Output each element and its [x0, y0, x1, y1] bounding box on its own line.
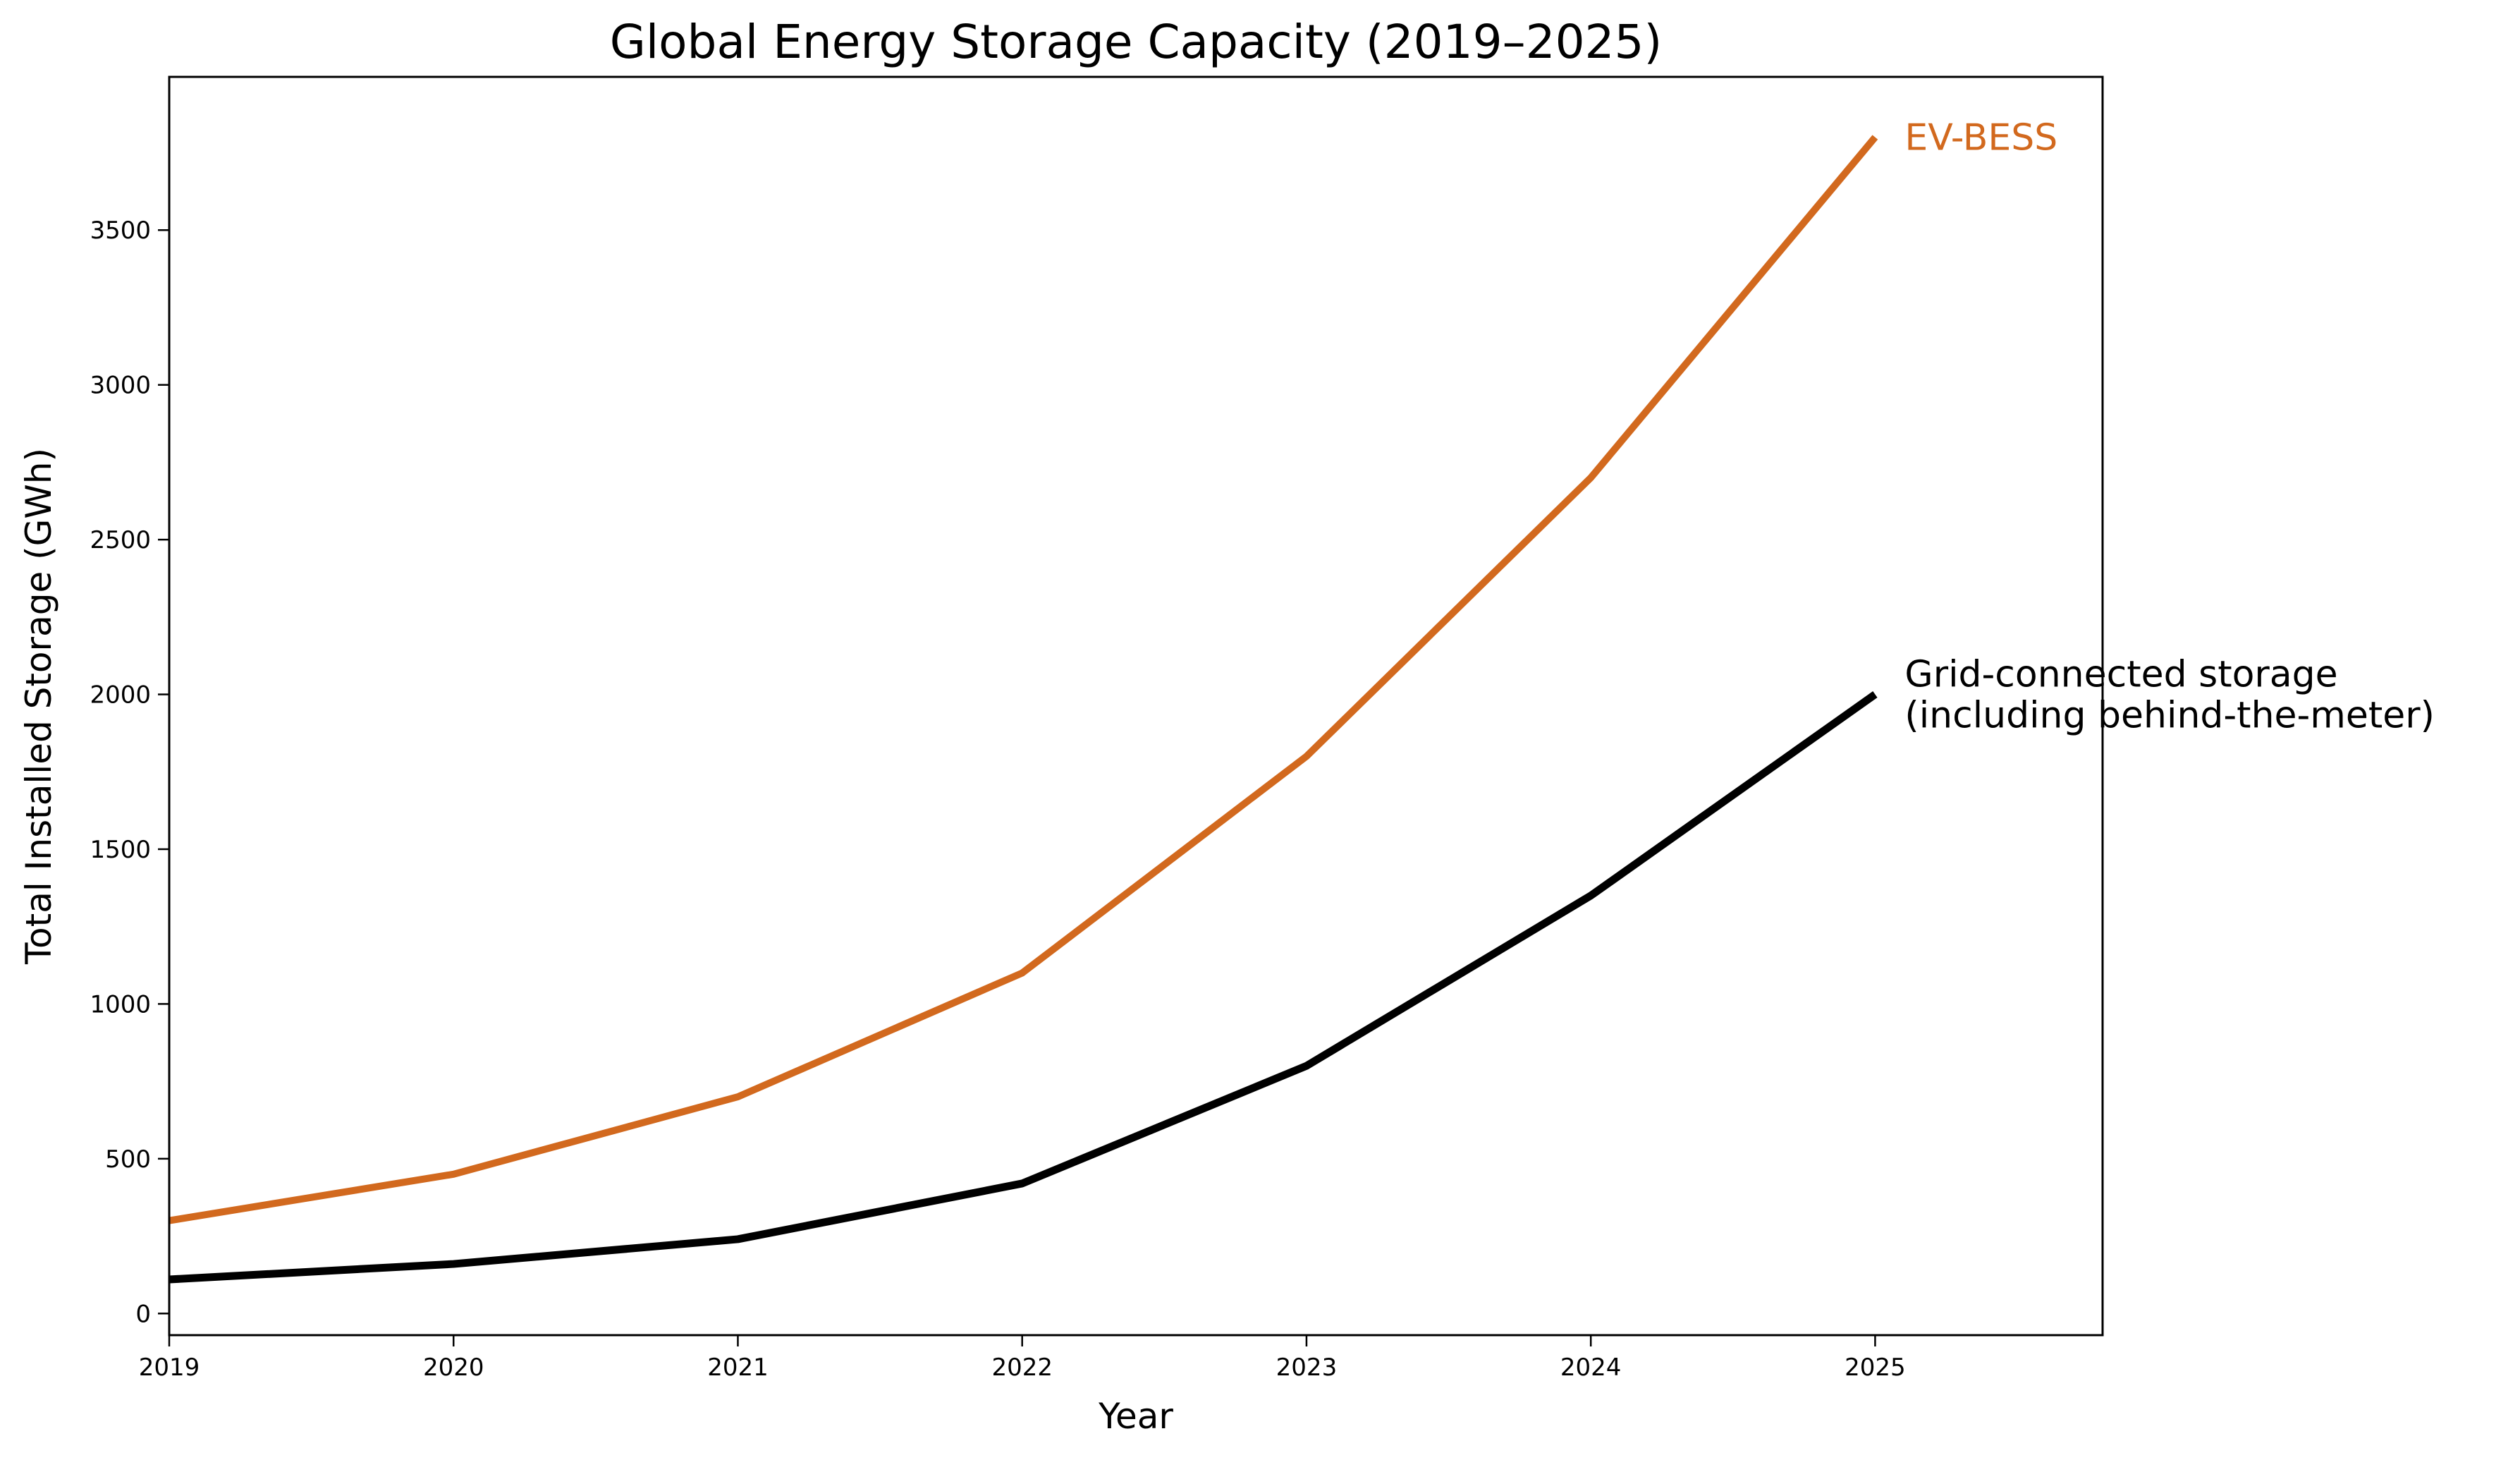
y-tick-label: 500	[105, 1145, 151, 1174]
y-tick-label: 1500	[90, 836, 151, 864]
y-axis-title: Total Installed Storage (GWh)	[18, 448, 59, 965]
series-end-label: EV-BESS	[1904, 117, 2057, 159]
series-layer	[169, 135, 1878, 1284]
y-tick-label: 2000	[90, 681, 151, 710]
axes-frame	[168, 75, 2104, 1337]
x-tick-label: 2020	[423, 1353, 484, 1382]
y-tick-label: 3500	[90, 217, 151, 245]
x-tick-label: 2019	[139, 1353, 200, 1382]
x-tick-label: 2022	[991, 1353, 1053, 1382]
series-labels: EV-BESS Grid-connected storage(including …	[1904, 117, 2435, 737]
y-axis: 0 500 1000 1500 2000 2500 3000 3500	[90, 217, 169, 1328]
x-tick-label: 2021	[707, 1353, 769, 1382]
series-end-label: (including behind-the-meter)	[1904, 695, 2435, 737]
x-tick-label: 2025	[1845, 1353, 1906, 1382]
y-tick-label: 2500	[90, 526, 151, 554]
series-line-grid-connected	[169, 691, 1878, 1284]
y-tick-label: 3000	[90, 372, 151, 400]
y-tick-label: 0	[135, 1300, 151, 1328]
series-end-label: Grid-connected storage	[1904, 654, 2337, 696]
chart-title: Global Energy Storage Capacity (2019–202…	[610, 15, 1663, 69]
series-line-ev-bess	[169, 135, 1878, 1224]
x-axis: 2019 2020 2021 2022 2023 2024 2025	[139, 1335, 1906, 1382]
x-axis-title: Year	[1098, 1396, 1173, 1437]
x-tick-label: 2023	[1276, 1353, 1338, 1382]
y-tick-label: 1000	[90, 990, 151, 1018]
x-tick-label: 2024	[1560, 1353, 1622, 1382]
